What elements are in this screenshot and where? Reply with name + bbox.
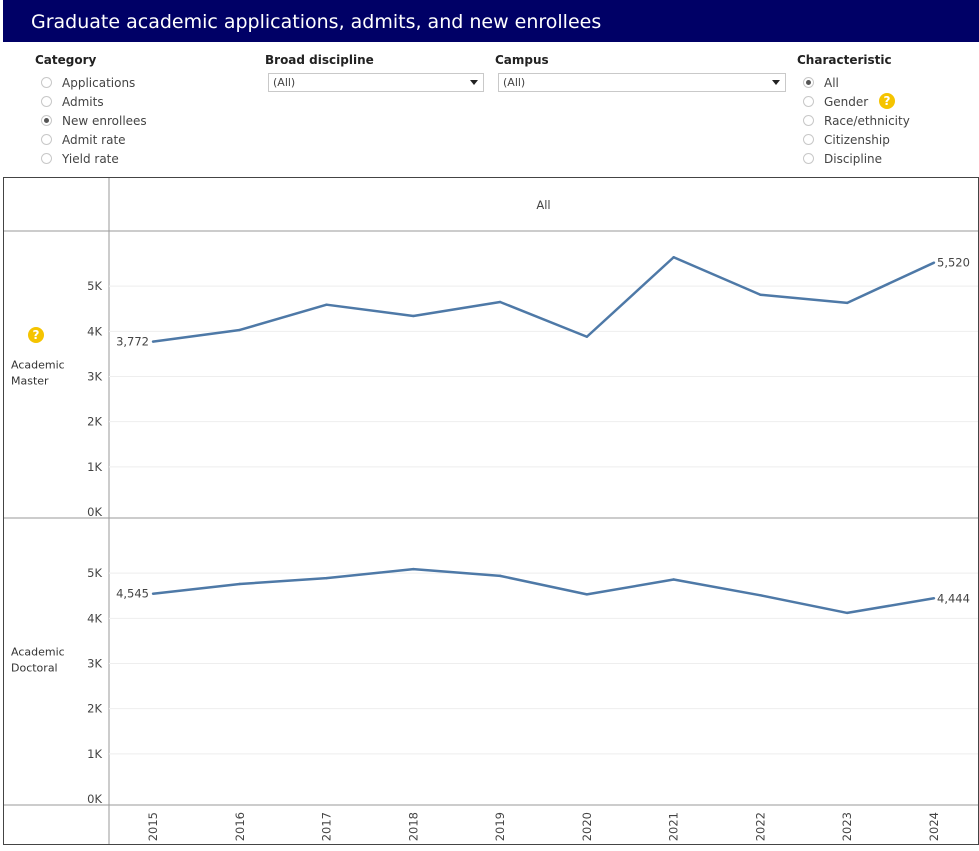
data-point xyxy=(932,597,936,600)
data-point xyxy=(412,314,415,318)
data-point xyxy=(325,576,328,580)
radio-label: New enrollees xyxy=(62,114,147,128)
academic-master-help-icon[interactable]: ? xyxy=(28,327,44,343)
radio-label: Yield rate xyxy=(62,152,119,166)
x-tick-label: 2019 xyxy=(493,812,507,841)
data-point xyxy=(238,328,241,332)
data-point xyxy=(498,300,502,304)
radio-button[interactable] xyxy=(803,153,814,164)
data-point xyxy=(846,611,849,615)
data-point xyxy=(238,582,241,586)
x-tick-label: 2020 xyxy=(580,812,594,841)
row-label: Doctoral xyxy=(11,662,58,675)
radio-button[interactable] xyxy=(803,96,814,107)
radio-label: Admit rate xyxy=(62,133,126,147)
data-point xyxy=(759,594,762,597)
line-chart: All 0K 1K 2K 3K 4K 5K Academic Master 3,772 5,520 0… xyxy=(4,178,978,844)
row-label: Master xyxy=(11,375,49,388)
data-label-last: 5,520 xyxy=(937,256,970,270)
x-tick-label: 2022 xyxy=(753,812,767,841)
row-label: Academic xyxy=(11,646,65,659)
x-tick-label: 2017 xyxy=(320,812,334,841)
y-tick-label: 0K xyxy=(87,792,102,806)
row-label: Academic xyxy=(11,359,65,372)
series-line-academic-doctoral xyxy=(152,567,935,615)
radio-button[interactable] xyxy=(41,134,52,145)
radio-button[interactable] xyxy=(41,77,52,88)
data-label-first: 3,772 xyxy=(116,335,149,349)
radio-button[interactable] xyxy=(41,115,52,126)
y-tick-label: 2K xyxy=(87,702,102,716)
x-tick-label: 2015 xyxy=(146,812,160,841)
y-tick-label: 2K xyxy=(87,415,102,429)
gender-help-icon[interactable]: ? xyxy=(879,93,895,109)
radio-label: All xyxy=(824,76,839,90)
series-line-academic-master xyxy=(152,256,935,343)
data-point xyxy=(672,256,675,259)
x-tick-label: 2016 xyxy=(233,812,247,841)
radio-button[interactable] xyxy=(41,96,52,107)
y-tick-label: 4K xyxy=(87,611,102,625)
y-tick-label: 1K xyxy=(87,747,102,761)
data-point xyxy=(932,261,936,264)
radio-label: Citizenship xyxy=(824,133,890,147)
data-label-last: 4,444 xyxy=(937,591,970,605)
broad-discipline-dropdown[interactable]: (All) xyxy=(268,73,484,92)
broad-discipline-value: (All) xyxy=(273,76,296,89)
data-point xyxy=(412,567,415,571)
chevron-down-icon xyxy=(470,80,478,85)
radio-button[interactable] xyxy=(803,115,814,126)
radio-label: Applications xyxy=(62,76,136,90)
broad-discipline-label: Broad discipline xyxy=(265,53,374,67)
campus-value: (All) xyxy=(503,76,526,89)
y-tick-label: 0K xyxy=(87,505,102,519)
x-tick-label: 2024 xyxy=(927,812,941,841)
y-tick-label: 4K xyxy=(87,324,102,338)
data-point xyxy=(151,592,155,595)
data-point xyxy=(325,303,328,306)
y-tick-label: 3K xyxy=(87,370,102,384)
category-label: Category xyxy=(35,53,97,67)
data-label-first: 4,545 xyxy=(116,587,149,601)
column-header-label: All xyxy=(536,198,550,212)
radio-button[interactable] xyxy=(803,77,814,88)
data-point xyxy=(151,340,155,343)
campus-label: Campus xyxy=(495,53,549,67)
x-tick-label: 2021 xyxy=(667,812,681,841)
radio-label: Race/ethnicity xyxy=(824,114,910,128)
data-point xyxy=(759,293,762,296)
data-point xyxy=(498,574,502,578)
data-point xyxy=(846,301,849,305)
data-point xyxy=(585,335,589,338)
page-title: Graduate academic applications, admits, … xyxy=(31,11,602,33)
characteristic-label: Characteristic xyxy=(797,53,892,67)
radio-label: Discipline xyxy=(824,152,883,166)
chart-panel: All 0K 1K 2K 3K 4K 5K Academic Master 3,772 5,520 0… xyxy=(3,177,979,845)
radio-button[interactable] xyxy=(41,153,52,164)
radio-label: Admits xyxy=(62,95,104,109)
campus-dropdown[interactable]: (All) xyxy=(498,73,786,92)
x-tick-label: 2023 xyxy=(840,812,854,841)
radio-button[interactable] xyxy=(803,134,814,145)
chevron-down-icon xyxy=(772,80,780,85)
y-tick-label: 1K xyxy=(87,460,102,474)
x-tick-label: 2018 xyxy=(406,812,420,841)
header-bar: Graduate academic applications, admits, … xyxy=(3,0,979,42)
y-tick-label: 3K xyxy=(87,657,102,671)
y-tick-label: 5K xyxy=(87,566,102,580)
data-point xyxy=(672,578,675,581)
y-tick-label: 5K xyxy=(87,279,102,293)
radio-label: Gender xyxy=(824,95,869,109)
data-point xyxy=(585,593,589,596)
